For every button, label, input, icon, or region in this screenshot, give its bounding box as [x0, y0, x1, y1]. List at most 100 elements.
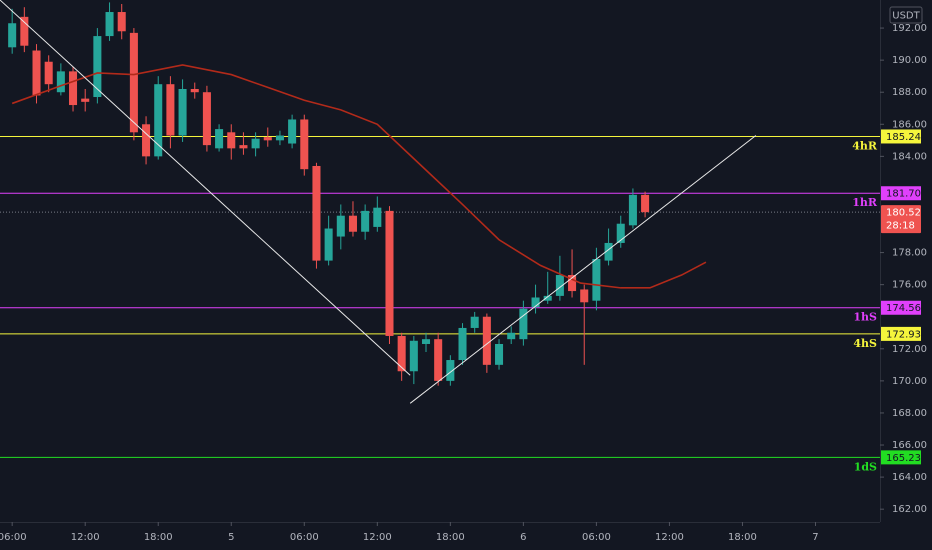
- level-price-box: [881, 450, 921, 465]
- candle-body: [202, 92, 211, 146]
- candle-body: [628, 194, 637, 226]
- candle-body: [32, 50, 41, 96]
- candle-body: [8, 23, 17, 48]
- y-tick-label: 166.00: [892, 440, 927, 451]
- candle-body: [227, 132, 236, 149]
- candle-body: [239, 145, 248, 149]
- candle-body: [44, 61, 53, 85]
- x-tick-label: 6: [520, 532, 526, 543]
- candle-body: [190, 89, 199, 93]
- y-tick-label: 178.00: [892, 248, 927, 259]
- x-tick-label: 06:00: [582, 532, 611, 543]
- candle-body: [458, 327, 467, 361]
- level-price: 185.24: [886, 132, 921, 143]
- y-tick-label: 186.00: [892, 119, 927, 130]
- candle-body: [580, 289, 589, 303]
- candle-body: [300, 119, 309, 170]
- currency-box[interactable]: [889, 6, 923, 24]
- moving-average: [11, 64, 707, 289]
- x-tick-label: 12:00: [655, 532, 684, 543]
- y-tick-label: 192.00: [892, 23, 927, 34]
- candle-body: [105, 12, 114, 37]
- level-price-box: [881, 186, 921, 201]
- level-name: 4hR: [852, 139, 878, 152]
- level-price: 174.56: [886, 303, 921, 314]
- x-tick-label: 5: [228, 532, 234, 543]
- level-price-box: [881, 129, 921, 144]
- candle-body: [495, 343, 504, 365]
- trendline: [409, 135, 757, 404]
- last-price: 180.52: [886, 208, 921, 219]
- x-tick-label: 7: [812, 532, 818, 543]
- x-tick-label: 18:00: [728, 532, 757, 543]
- candle-body: [421, 339, 431, 344]
- level-price-box: [881, 326, 921, 341]
- candle-body: [117, 12, 126, 32]
- x-tick-label: 06:00: [290, 532, 319, 543]
- level-price: 181.70: [886, 189, 921, 200]
- x-tick-label: 12:00: [71, 532, 100, 543]
- candle-body: [166, 84, 175, 136]
- x-tick-label: 12:00: [363, 532, 392, 543]
- candle-body: [251, 138, 260, 149]
- trendline: [0, 0, 411, 376]
- level-name: 1dS: [854, 460, 877, 473]
- y-tick-label: 176.00: [892, 280, 927, 291]
- candle-body: [507, 332, 516, 340]
- level-price-box: [881, 300, 921, 315]
- candle-body: [373, 207, 382, 227]
- y-tick-label: 184.00: [892, 151, 927, 162]
- candle-body: [568, 275, 577, 292]
- candle-body: [178, 89, 187, 136]
- y-tick-label: 162.00: [892, 504, 927, 515]
- y-tick-label: 170.00: [892, 376, 927, 387]
- candle-body: [470, 316, 479, 328]
- candle-body: [482, 316, 491, 365]
- candle-body: [446, 360, 455, 381]
- candle-body: [263, 137, 272, 141]
- x-tick-label: 06:00: [0, 532, 27, 543]
- candle-body: [592, 258, 601, 301]
- candle-body: [336, 215, 345, 237]
- candle-body: [641, 194, 650, 213]
- candle-body: [215, 129, 224, 149]
- candle-body: [142, 124, 151, 157]
- candle-body: [93, 36, 102, 98]
- x-tick-label: 18:00: [436, 532, 465, 543]
- candle-body: [555, 275, 564, 296]
- candle-body: [154, 84, 163, 157]
- candle-body: [348, 215, 357, 232]
- candle-body: [275, 135, 284, 141]
- last-price-box: [881, 205, 921, 234]
- candle-body: [616, 223, 625, 243]
- candle-body: [81, 98, 90, 102]
- y-tick-label: 168.00: [892, 408, 927, 419]
- candle-body: [519, 308, 528, 340]
- level-price: 172.93: [886, 329, 921, 340]
- candle-body: [69, 71, 78, 106]
- candle-body: [56, 71, 65, 93]
- level-price: 165.23: [886, 453, 921, 464]
- countdown: 28:18: [886, 221, 915, 232]
- candle-body: [385, 210, 394, 336]
- candle-body: [409, 340, 418, 372]
- x-tick-label: 18:00: [144, 532, 173, 543]
- candle-body: [604, 242, 613, 261]
- candle-body: [531, 297, 540, 308]
- candle-body: [20, 16, 29, 46]
- level-name: 4hS: [853, 337, 877, 350]
- y-tick-label: 188.00: [892, 87, 927, 98]
- candle-body: [543, 295, 552, 301]
- level-name: 1hS: [853, 311, 877, 324]
- candle-body: [397, 335, 406, 372]
- candle-body: [129, 32, 138, 133]
- candle-body: [324, 228, 333, 261]
- level-name: 1hR: [852, 196, 878, 209]
- candle-body: [434, 339, 443, 381]
- y-tick-label: 164.00: [892, 472, 927, 483]
- candle-body: [312, 165, 321, 261]
- currency: USDT: [892, 11, 920, 22]
